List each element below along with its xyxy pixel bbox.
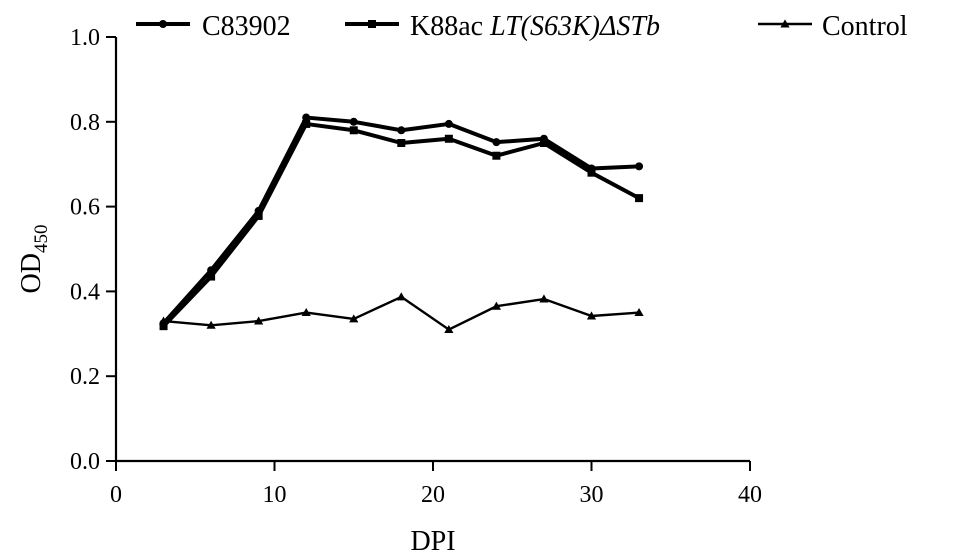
data-point xyxy=(254,211,263,220)
data-point xyxy=(397,139,406,147)
y-tick-label: 0.6 xyxy=(70,195,100,221)
data-point xyxy=(492,138,501,147)
legend-label: K88ac LT(S63K)ΔSTb xyxy=(410,11,660,42)
data-point xyxy=(302,119,311,128)
series-line xyxy=(163,295,640,331)
x-axis-label: DPI xyxy=(410,526,455,556)
data-point xyxy=(349,117,358,126)
y-axis-label-subscript: 450 xyxy=(31,225,52,254)
legend-label: Control xyxy=(822,11,908,42)
x-tick-label: 20 xyxy=(421,482,445,508)
data-point xyxy=(635,194,644,203)
x-tick-label: 30 xyxy=(580,482,604,508)
data-point xyxy=(587,168,596,177)
data-point xyxy=(492,151,501,160)
data-point xyxy=(159,322,168,331)
y-tick-label: 0.4 xyxy=(70,279,100,305)
legend-marker xyxy=(368,20,376,28)
data-point xyxy=(206,320,216,329)
legend-marker xyxy=(159,20,167,28)
legend-label-text: K88ac xyxy=(410,11,490,42)
data-point xyxy=(444,134,453,143)
y-tick-label: 0.2 xyxy=(70,364,100,390)
y-tick-label: 0.0 xyxy=(70,449,100,475)
data-point xyxy=(301,308,311,317)
axes: 0 10 20 30 40 0.0 0.2 0.4 0.6 0.8 1.0 DPI OD450 xyxy=(16,25,762,556)
x-tick-label: 10 xyxy=(263,482,287,508)
legend-item: C83902 xyxy=(136,11,291,42)
legend-label-text: Control xyxy=(822,11,908,42)
data-point xyxy=(444,324,454,334)
data-point xyxy=(349,126,358,135)
data-point xyxy=(491,301,501,310)
legend-label-text: C83902 xyxy=(202,11,291,42)
y-axis-label-main: OD xyxy=(16,253,47,293)
legend-item: K88ac LT(S63K)ΔSTb xyxy=(345,11,660,42)
data-point xyxy=(634,308,644,317)
data-point xyxy=(539,139,548,147)
data-point xyxy=(158,316,169,325)
legend-label: C83902 xyxy=(202,11,291,42)
data-point xyxy=(207,272,216,281)
legend-item: Control xyxy=(758,11,908,42)
y-axis-label: OD450 xyxy=(16,225,52,294)
legend: C83902 K88ac LT(S63K)ΔSTb Control xyxy=(136,11,908,42)
data-point xyxy=(539,294,549,303)
series-group xyxy=(158,113,644,334)
x-tick-label: 40 xyxy=(738,482,762,508)
data-point xyxy=(635,162,644,171)
legend-marker xyxy=(780,19,790,28)
data-point xyxy=(444,119,453,128)
data-point xyxy=(397,126,406,135)
data-point xyxy=(396,292,406,301)
legend-label-italic: LT(S63K)ΔSTb xyxy=(489,11,660,42)
y-tick-label: 0.8 xyxy=(70,110,100,136)
x-tick-label: 0 xyxy=(110,482,122,508)
series-triangle xyxy=(158,292,644,334)
data-point xyxy=(586,311,597,320)
series-square xyxy=(159,119,644,331)
data-point xyxy=(302,113,311,122)
y-tick-label: 1.0 xyxy=(70,25,100,51)
data-point xyxy=(254,316,264,325)
data-point xyxy=(349,314,359,323)
